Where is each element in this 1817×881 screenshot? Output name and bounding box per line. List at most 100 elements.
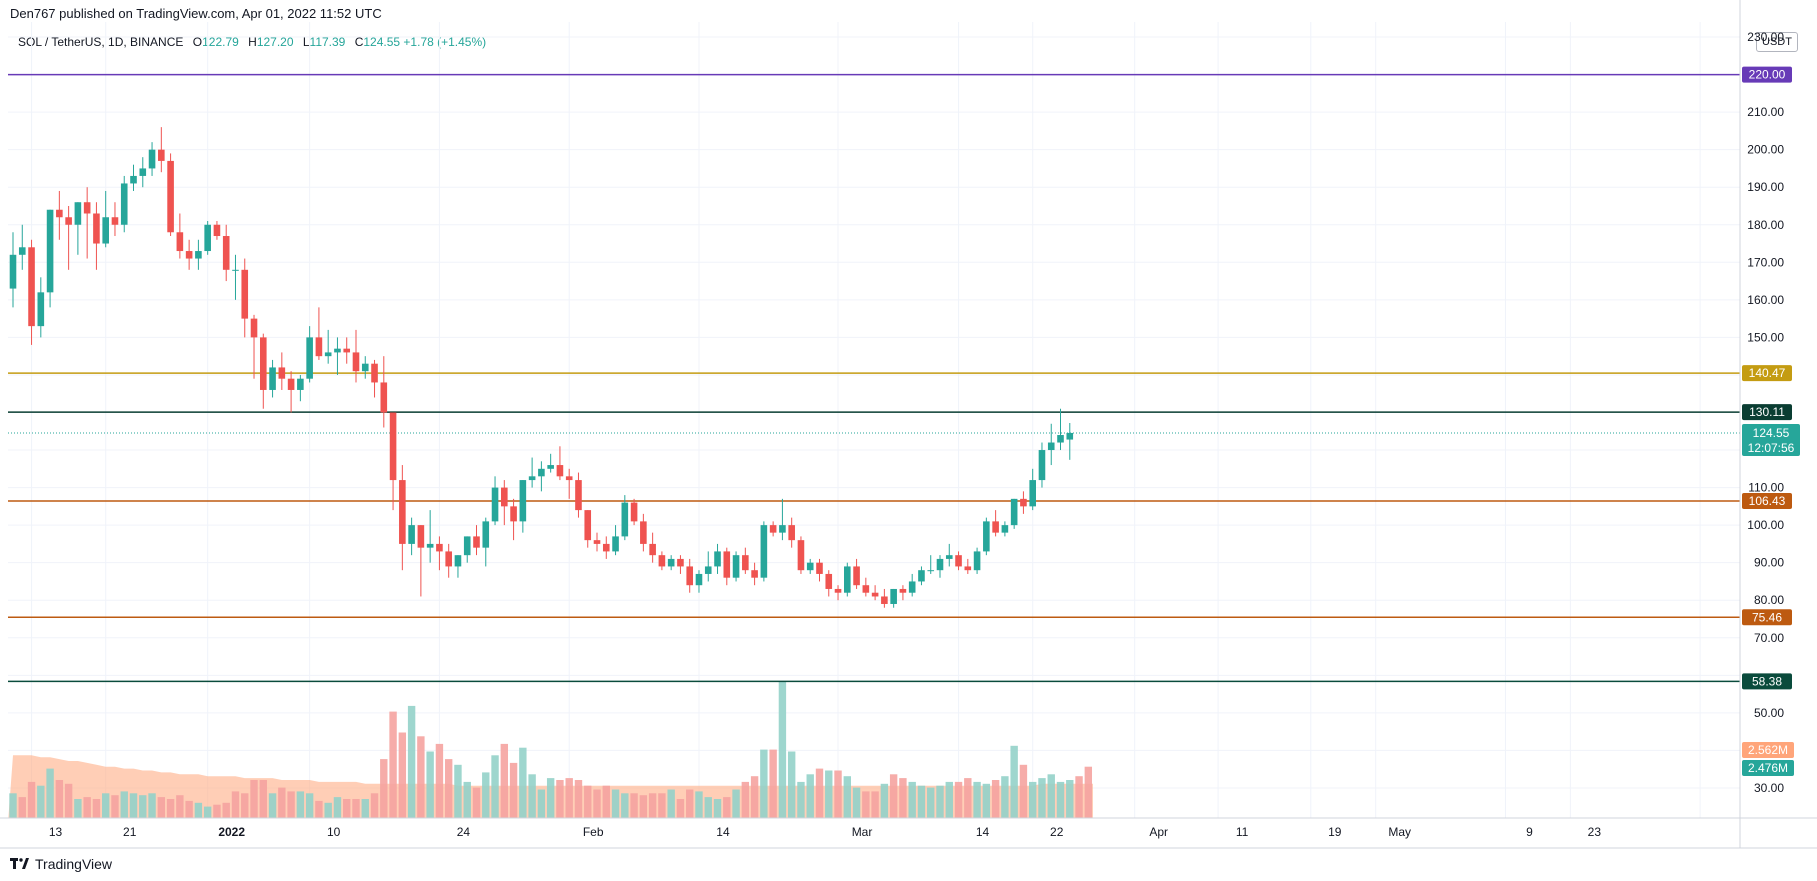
level-tag	[1742, 404, 1792, 421]
volume-bar	[936, 785, 944, 818]
volume-bar	[64, 783, 73, 818]
candle-body	[742, 555, 749, 571]
candle-body	[343, 348, 351, 353]
volume-bar	[574, 780, 583, 818]
candle-body	[899, 588, 907, 593]
current-price-tag	[1742, 423, 1800, 456]
candle-body	[677, 558, 684, 567]
candle-body	[964, 566, 972, 571]
volume-bar	[157, 797, 166, 818]
candle-body	[120, 183, 128, 225]
tradingview-logo[interactable]: TradingView	[10, 856, 112, 872]
volume-bar	[315, 800, 323, 818]
volume-bar	[472, 787, 481, 818]
y-tick-label: 110.00	[1748, 481, 1784, 495]
high-value: 127.20	[256, 35, 294, 49]
volume-bar	[120, 791, 128, 818]
candle-body	[399, 480, 406, 544]
volume-bar	[333, 797, 342, 818]
candle-body	[28, 247, 35, 327]
candle-body	[241, 269, 249, 319]
volume-bar	[528, 774, 536, 818]
x-tick-label: 2022	[218, 825, 245, 839]
candle-body	[630, 502, 638, 522]
candle-body	[704, 566, 712, 574]
candle-body	[1038, 450, 1046, 481]
volume-bar	[463, 781, 471, 818]
candle-body	[510, 506, 517, 522]
candle-body	[250, 318, 258, 338]
candle-body	[593, 540, 601, 544]
volume-bar	[695, 791, 703, 818]
volume-bar	[565, 778, 573, 818]
volume-bar	[899, 778, 907, 818]
volume-bar	[982, 783, 991, 818]
volume-bar	[324, 802, 332, 818]
candle-body	[816, 562, 823, 574]
candle-body	[473, 536, 480, 548]
level-tag	[1742, 673, 1792, 690]
volume-bar	[871, 791, 879, 818]
volume-bar	[27, 781, 36, 818]
currency-button[interactable]: USDT	[1756, 32, 1798, 52]
candle-body	[18, 247, 26, 255]
candle-body	[130, 175, 137, 184]
volume-bar	[482, 772, 490, 818]
candle-body	[1066, 432, 1074, 440]
x-tick-label: 23	[1588, 825, 1602, 839]
candle-body	[973, 551, 981, 571]
tradingview-logo-icon	[10, 858, 29, 869]
volume-bar	[203, 806, 212, 818]
volume-bar	[370, 793, 379, 818]
candle-body	[844, 566, 851, 593]
candle-body	[519, 480, 527, 522]
volume-bar	[648, 793, 657, 818]
volume-bar	[760, 749, 768, 818]
volume-bar	[352, 799, 360, 818]
candle-body	[779, 525, 786, 533]
candle-body	[621, 502, 629, 537]
candle-body	[269, 367, 276, 390]
candle-body	[732, 555, 740, 578]
volume-bar	[880, 783, 889, 818]
candle-body	[890, 588, 897, 604]
candle-body	[992, 521, 999, 533]
candle-body	[93, 213, 100, 244]
change-value: +1.78 (+1.45%)	[403, 35, 487, 49]
x-tick-label: 14	[976, 825, 990, 839]
symbol-legend[interactable]: SOL / TetherUS, 1D, BINANCE O122.79 H127…	[18, 35, 486, 49]
candle-body	[46, 209, 54, 293]
volume-bar	[927, 787, 935, 818]
volume-bar	[584, 785, 592, 818]
candle-body	[259, 337, 267, 390]
volume-bar	[296, 791, 305, 818]
candle-body	[955, 555, 962, 567]
tradingview-brand: TradingView	[35, 856, 113, 872]
candle-body	[426, 543, 434, 548]
volume-bar	[343, 799, 351, 818]
x-tick-label: 19	[1328, 825, 1342, 839]
y-tick-label: 80.00	[1754, 593, 1784, 607]
candle-body	[83, 202, 91, 214]
x-tick-label: 21	[123, 825, 137, 839]
volume-bar	[213, 804, 221, 818]
volume-bar	[621, 793, 629, 818]
volume-bar	[843, 776, 851, 818]
volume-bar	[658, 793, 666, 818]
volume-bar	[964, 778, 972, 818]
level-tag-label: 220.00	[1749, 68, 1786, 82]
candle-body	[417, 525, 425, 548]
candle-body	[185, 251, 193, 259]
volume-bar	[278, 787, 286, 818]
volume-bar	[194, 802, 203, 818]
level-tag-label: 75.46	[1752, 610, 1782, 624]
volume-bar	[741, 781, 750, 818]
candle-body	[908, 581, 916, 593]
volume-tag	[1742, 742, 1794, 758]
candle-body	[297, 378, 304, 390]
candle-body	[575, 480, 582, 511]
candle-body	[565, 476, 573, 481]
candle-body	[806, 562, 814, 571]
volume-bar	[380, 759, 388, 818]
